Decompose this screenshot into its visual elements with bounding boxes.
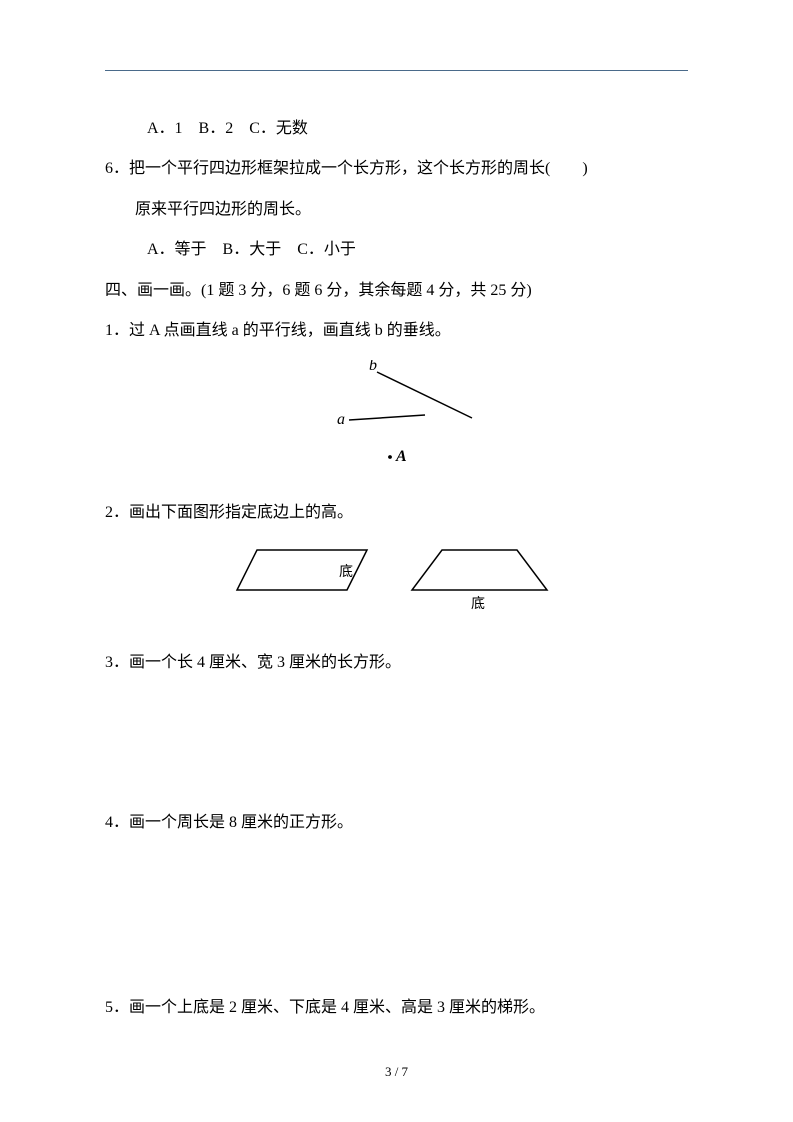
figure2-container: 底底	[105, 540, 688, 633]
content-area: A．1 B．2 C．无数 6．把一个平行四边形框架拉成一个长方形，这个长方形的周…	[105, 70, 688, 1028]
s4-q4: 4．画一个周长是 8 厘米的正方形。	[105, 804, 688, 842]
svg-text:A: A	[395, 448, 407, 465]
svg-text:底: 底	[339, 564, 353, 580]
s4-q1: 1．过 A 点画直线 a 的平行线，画直线 b 的垂线。	[105, 312, 688, 350]
q6-options: A．等于 B．大于 C．小于	[105, 231, 688, 269]
s4-q5: 5．画一个上底是 2 厘米、下底是 4 厘米、高是 3 厘米的梯形。	[105, 989, 688, 1027]
section4-title: 四、画一画。(1 题 3 分，6 题 6 分，其余每题 4 分，共 25 分)	[105, 272, 688, 310]
page-container: A．1 B．2 C．无数 6．把一个平行四边形框架拉成一个长方形，这个长方形的周…	[0, 0, 793, 1122]
svg-text:底: 底	[471, 596, 485, 612]
q6-line1: 6．把一个平行四边形框架拉成一个长方形，这个长方形的周长( )	[105, 150, 688, 188]
svg-text:a: a	[337, 411, 345, 428]
q5-options: A．1 B．2 C．无数	[105, 110, 688, 148]
drawing-space-q3	[105, 684, 688, 804]
page-number-text: 3 / 7	[385, 1064, 408, 1079]
s4-q3: 3．画一个长 4 厘米、宽 3 厘米的长方形。	[105, 644, 688, 682]
s4-q2: 2．画出下面图形指定底边上的高。	[105, 494, 688, 532]
q6-line2: 原来平行四边形的周长。	[105, 191, 688, 229]
drawing-space-q4	[105, 844, 688, 989]
figure2-svg: 底底	[227, 540, 567, 618]
page-number: 3 / 7	[0, 1064, 793, 1080]
figure1-container: b a A	[105, 360, 688, 485]
svg-text:b: b	[369, 360, 377, 374]
header-rule	[105, 70, 688, 71]
figure1-svg: b a A	[297, 360, 497, 470]
